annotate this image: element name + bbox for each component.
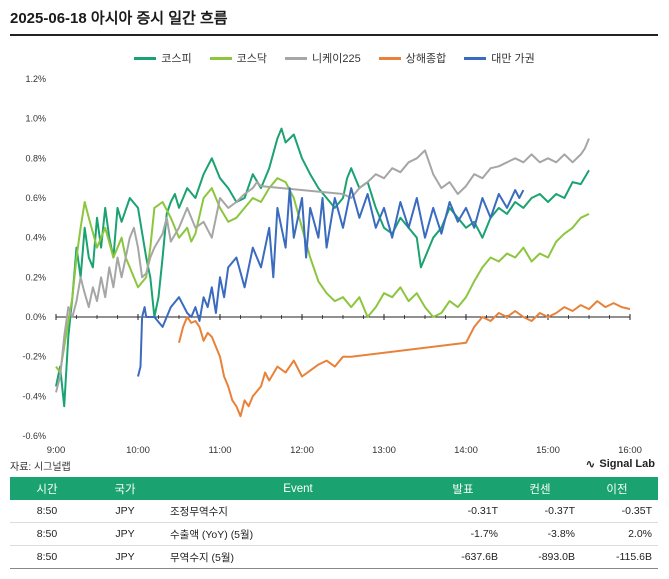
legend-item-kosdaq: 코스닥 [209, 50, 267, 66]
page-title: 2025-06-18 아시아 증시 일간 흐름 [10, 10, 228, 27]
header-time: 시간 [10, 477, 84, 500]
line-chart: -0.6% -0.4% -0.2% 0.0% 0.2% 0.4% 0.6% 0.8% 1.0% 1… [22, 74, 642, 456]
y-tick-label: -0.4% [22, 391, 46, 401]
legend-item-nikkei: 니케이225 [285, 50, 361, 66]
table-row: 8:50 JPY 무역수지 (5월) -637.6B -893.0B -115.… [10, 545, 658, 569]
legend-swatch-shanghai [378, 56, 401, 60]
series-line-0 [55, 127, 590, 408]
y-tick-label: 0.4% [25, 233, 46, 243]
cell-previous: 2.0% [581, 522, 658, 546]
cell-country: JPY [84, 522, 166, 546]
header-consensus: 컨센 [504, 477, 581, 500]
cell-country: JPY [84, 500, 166, 523]
x-tick-label: 13:00 [372, 445, 396, 456]
legend-swatch-kosdaq [209, 56, 232, 60]
series-line-3 [178, 300, 631, 418]
series-line-2 [55, 138, 590, 393]
cell-consensus: -0.37T [504, 500, 581, 523]
legend-label-taiwan: 대만 가권 [491, 53, 535, 65]
brand-name: Signal Lab [599, 458, 655, 470]
legend-label-nikkei: 니케이225 [312, 53, 361, 65]
x-tick-label: 12:00 [290, 445, 314, 456]
y-tick-label: 0.0% [25, 312, 46, 322]
y-tick-label: 0.6% [25, 193, 46, 203]
title-divider [10, 34, 658, 36]
legend-item-shanghai: 상해종합 [378, 50, 447, 66]
y-tick-label: 1.2% [25, 74, 46, 84]
cell-time: 8:50 [10, 500, 84, 523]
header-previous: 이전 [581, 477, 658, 500]
y-tick-label: -0.6% [22, 431, 46, 441]
x-tick-label: 15:00 [536, 445, 560, 456]
cell-previous: -0.35T [581, 500, 658, 523]
header-actual: 발표 [427, 477, 504, 500]
legend-item-taiwan: 대만 가권 [464, 50, 535, 66]
cell-actual: -637.6B [427, 545, 504, 569]
legend-swatch-taiwan [464, 56, 487, 60]
table-row: 8:50 JPY 조정무역수지 -0.31T -0.37T -0.35T [10, 500, 658, 523]
x-tick-label: 11:00 [208, 445, 231, 456]
table-header-row: 시간 국가 Event 발표 컨센 이전 [10, 477, 658, 500]
legend-item-kospi: 코스피 [134, 50, 192, 66]
x-tick-label: 14:00 [454, 445, 478, 456]
header-country: 국가 [84, 477, 166, 500]
y-tick-label: 0.2% [25, 272, 46, 282]
economic-events-table: 시간 국가 Event 발표 컨센 이전 8:50 JPY 조정무역수지 -0.… [10, 477, 658, 569]
cell-country: JPY [84, 545, 166, 569]
table-row: 8:50 JPY 수출액 (YoY) (5월) -1.7% -3.8% 2.0% [10, 522, 658, 546]
source-note: 자료: 시그널랩 [10, 462, 71, 473]
cell-time: 8:50 [10, 545, 84, 569]
legend-label-kospi: 코스피 [161, 53, 192, 65]
x-tick-label: 16:00 [618, 445, 642, 456]
cell-event: 수출액 (YoY) (5월) [166, 522, 427, 546]
cell-event: 무역수지 (5월) [166, 545, 427, 569]
cell-actual: -1.7% [427, 522, 504, 546]
y-tick-label: -0.2% [22, 352, 46, 362]
y-tick-label: 1.0% [25, 114, 46, 124]
x-tick-label: 9:00 [47, 445, 66, 456]
pulse-icon: ∿ [585, 457, 596, 471]
cell-consensus: -893.0B [504, 545, 581, 569]
cell-consensus: -3.8% [504, 522, 581, 546]
legend-label-kosdaq: 코스닥 [236, 53, 267, 65]
chart-legend: 코스피 코스닥 니케이225 상해종합 대만 가권 [0, 50, 669, 66]
cell-time: 8:50 [10, 522, 84, 546]
header-event: Event [166, 477, 427, 500]
legend-swatch-nikkei [285, 56, 307, 60]
cell-event: 조정무역수지 [166, 500, 427, 523]
series-line-4 [137, 187, 525, 377]
y-tick-label: 0.8% [25, 153, 46, 163]
cell-previous: -115.6B [581, 545, 658, 569]
legend-label-shanghai: 상해종합 [405, 53, 447, 65]
series-line-1 [55, 177, 590, 374]
legend-swatch-kospi [134, 56, 157, 60]
cell-actual: -0.31T [427, 500, 504, 523]
x-tick-label: 10:00 [126, 445, 150, 456]
brand-logo: ∿ Signal Lab [585, 457, 655, 471]
